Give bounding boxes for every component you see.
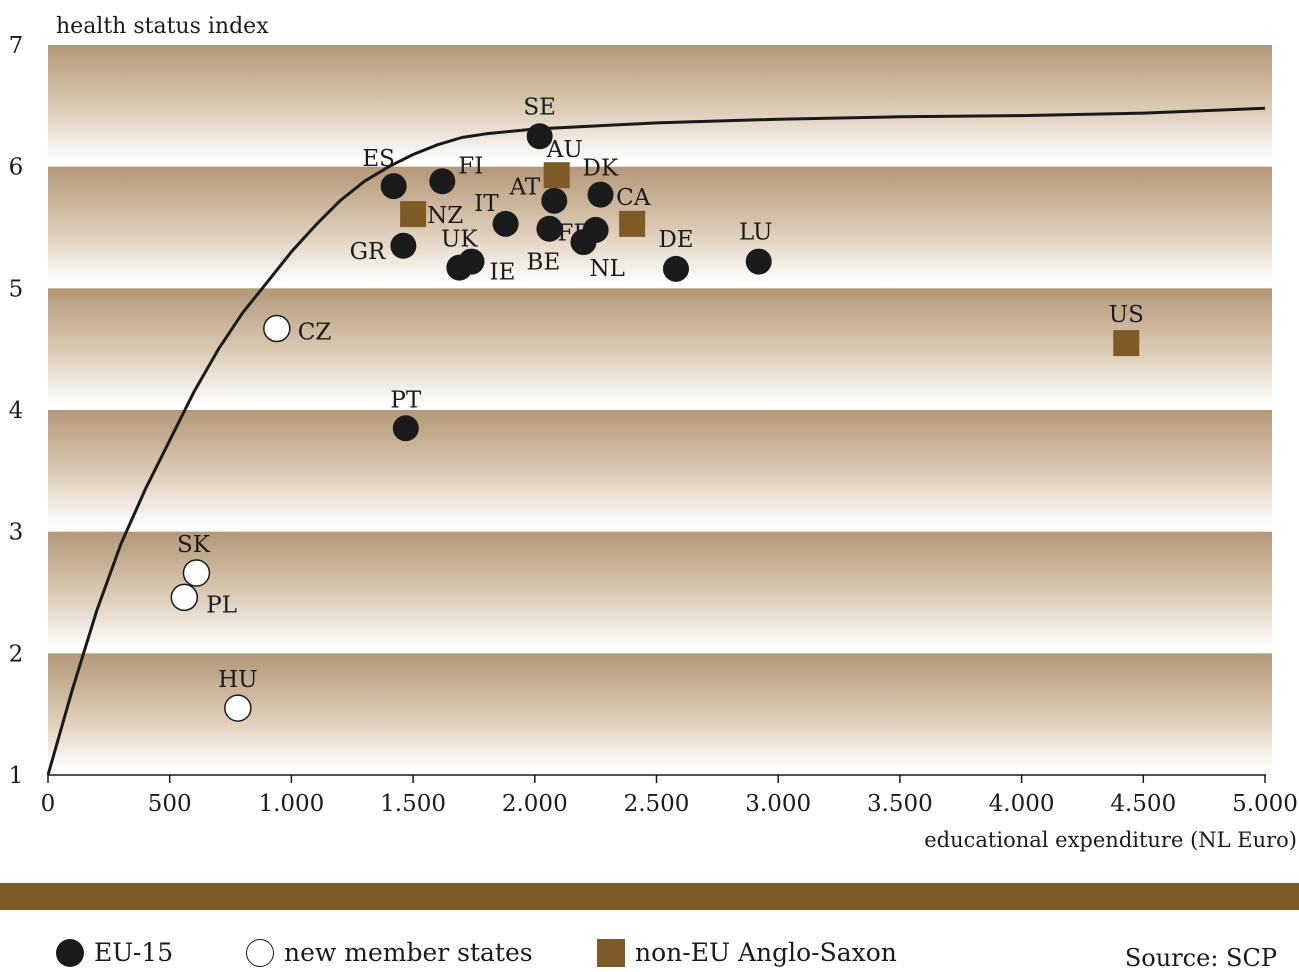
legend-item-new: new member states (246, 938, 533, 967)
background-bands (48, 45, 1272, 770)
point-es (380, 173, 407, 200)
filled-circle-icon (56, 938, 84, 967)
background-band (48, 653, 1272, 770)
point-us (1113, 330, 1140, 357)
background-band (48, 166, 1272, 284)
point-pt (392, 415, 419, 442)
point-label-dk: DK (583, 156, 619, 182)
point-label-de: DE (658, 227, 693, 253)
point-label-sk: SK (177, 532, 211, 558)
point-label-be: BE (527, 250, 561, 276)
point-label-gr: GR (350, 239, 386, 265)
point-de (662, 255, 689, 282)
point-ie (458, 248, 485, 275)
legend-item-eu: EU-15 (56, 938, 173, 967)
x-tick-label: 0 (41, 791, 56, 817)
background-band (48, 45, 1272, 162)
source-note: Source: SCP (1124, 944, 1277, 972)
x-axis-title: educational expenditure (NL Euro) (924, 828, 1297, 852)
point-lu (745, 248, 772, 275)
point-au (543, 162, 570, 189)
point-it (492, 210, 519, 237)
point-label-us: US (1109, 302, 1144, 328)
x-tick-label: 2.000 (502, 791, 568, 817)
background-band (48, 288, 1272, 405)
point-dk (587, 181, 614, 208)
point-label-cz: CZ (298, 319, 332, 345)
point-labels: SE ES FI AT DK IT FR GR UK IE NL DE LU PT CZ SK PL HU AU NZ… (177, 94, 1144, 693)
x-tick-label: 3.500 (867, 791, 933, 817)
background-band (48, 410, 1272, 527)
point-pl (170, 583, 199, 612)
point-hu (224, 694, 252, 722)
point-label-ca: CA (616, 185, 651, 211)
legend-label-new: new member states (284, 938, 533, 967)
background-band (48, 531, 1272, 649)
point-label-nz: NZ (427, 203, 463, 229)
point-se (526, 123, 553, 150)
point-gr (390, 232, 417, 259)
point-label-pt: PT (390, 387, 421, 413)
axes: 0 500 1.000 1.500 2.000 2.500 3.000 3.500 4.000 4… (9, 33, 1298, 817)
point-fr (536, 215, 563, 242)
x-tick-label: 1.000 (258, 791, 324, 817)
point-label-fi: FI (458, 153, 483, 179)
legend: EU-15 new member states non-EU Anglo-Sax… (0, 938, 1299, 972)
data-points (170, 123, 1140, 722)
x-tick-label: 1.500 (380, 791, 446, 817)
y-tick-label: 1 (9, 763, 24, 789)
point-label-lu: LU (739, 220, 772, 246)
legend-item-anglo: non-EU Anglo-Saxon (597, 938, 897, 967)
x-tick-label: 5.000 (1232, 791, 1298, 817)
point-at (541, 187, 568, 214)
point-label-pl: PL (206, 592, 237, 618)
point-label-it: IT (474, 191, 499, 217)
square-icon (597, 938, 625, 967)
point-label-uk: UK (441, 227, 478, 253)
y-tick-label: 3 (9, 520, 24, 546)
y-tick-label: 7 (9, 33, 24, 59)
x-tick-label: 4.000 (989, 791, 1055, 817)
x-tick-label: 500 (148, 791, 192, 817)
point-ca (619, 210, 646, 237)
trend-line (46, 106, 1266, 776)
point-nl (570, 229, 597, 256)
point-cz (263, 314, 291, 343)
x-tick-label: 3.000 (745, 791, 811, 817)
point-label-fr: FR (557, 221, 591, 247)
point-fi (429, 168, 456, 195)
open-circle-icon (246, 938, 274, 967)
y-tick-label: 6 (9, 155, 24, 181)
point-label-hu: HU (218, 667, 257, 693)
footer-bar (0, 883, 1299, 910)
point-label-se: SE (523, 94, 556, 120)
y-axis-title: health status index (56, 14, 269, 39)
point-label-ie: IE (490, 260, 516, 286)
scatter-chart: 0 500 1.000 1.500 2.000 2.500 3.000 3.500 4.000 4… (0, 14, 1299, 910)
trend-curve (46, 106, 1266, 776)
point-sk (182, 559, 211, 587)
y-tick-label: 5 (9, 276, 24, 302)
point-label-es: ES (362, 146, 395, 172)
y-tick-label: 2 (9, 641, 24, 667)
legend-label-eu: EU-15 (94, 938, 174, 967)
x-tick-label: 2.500 (624, 791, 690, 817)
legend-label-anglo: non-EU Anglo-Saxon (635, 938, 897, 967)
point-label-nl: NL (589, 256, 624, 282)
point-label-at: AT (509, 175, 541, 201)
point-label-au: AU (546, 137, 583, 163)
x-tick-label: 4.500 (1110, 791, 1176, 817)
y-tick-label: 4 (9, 398, 24, 424)
point-nz (400, 201, 427, 228)
